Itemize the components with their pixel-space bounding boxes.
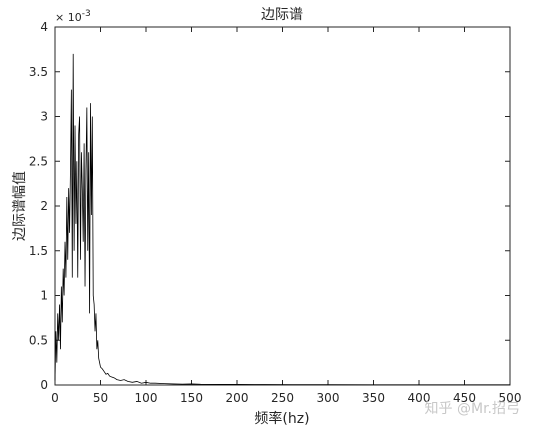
x-tick-label: 500: [499, 391, 522, 405]
plot-frame: [54, 26, 511, 386]
x-tick-labels: 0 50 100 150 200 250 300 350 400 450 500: [51, 391, 521, 405]
y-tick-label: 0.5: [29, 333, 48, 347]
y-exponent-label: × 10-3: [55, 9, 91, 24]
y-tick-label: 1: [40, 289, 48, 303]
y-tick-labels: 0 0.5 1 1.5 2 2.5 3 3.5 4: [29, 20, 48, 392]
watermark-text: 知乎 @Mr.招弓: [425, 400, 520, 417]
y-axis-label: 边际谱幅值: [12, 171, 28, 241]
axis-ticks: [54, 26, 511, 386]
spectrum-line: [54, 53, 510, 386]
y-tick-label: 3.5: [29, 65, 48, 79]
chart-title: 边际谱: [261, 7, 303, 23]
y-exponent-power: -3: [82, 9, 91, 19]
y-tick-label: 3: [40, 110, 48, 124]
x-tick-label: 400: [408, 391, 431, 405]
y-tick-label: 2.5: [29, 154, 48, 168]
x-tick-label: 450: [453, 391, 476, 405]
x-tick-label: 150: [180, 391, 203, 405]
x-tick-label: 200: [226, 391, 249, 405]
x-tick-label: 50: [93, 391, 108, 405]
x-tick-label: 300: [317, 391, 340, 405]
x-tick-label: 0: [51, 391, 59, 405]
x-tick-label: 250: [271, 391, 294, 405]
y-tick-label: 0: [40, 378, 48, 392]
y-tick-label: 1.5: [29, 244, 48, 258]
y-exponent-base: × 10: [55, 11, 82, 24]
y-tick-label: 2: [40, 199, 48, 213]
y-tick-label: 4: [40, 20, 48, 34]
x-tick-label: 100: [135, 391, 158, 405]
x-axis-label: 频率(hz): [254, 410, 309, 427]
x-tick-label: 350: [362, 391, 385, 405]
